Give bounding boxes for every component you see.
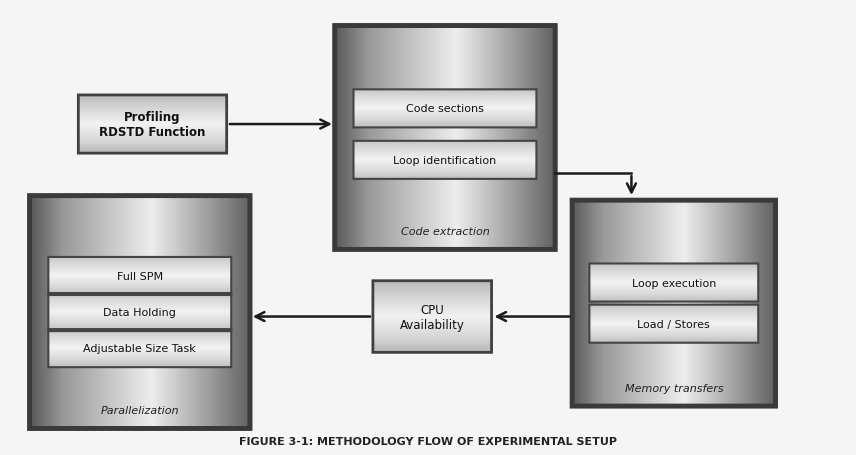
Text: Memory transfers: Memory transfers	[625, 383, 723, 393]
Text: CPU
Availability: CPU Availability	[400, 303, 465, 331]
Text: FIGURE 3-1: METHODOLOGY FLOW OF EXPERIMENTAL SETUP: FIGURE 3-1: METHODOLOGY FLOW OF EXPERIME…	[239, 436, 617, 446]
Text: Code extraction: Code extraction	[401, 227, 490, 237]
Text: Full SPM: Full SPM	[116, 271, 163, 281]
Text: Loop execution: Loop execution	[632, 278, 716, 288]
Text: Data Holding: Data Holding	[104, 308, 176, 317]
Text: Loop identification: Loop identification	[393, 156, 496, 166]
Text: Parallelization: Parallelization	[100, 405, 179, 415]
Text: Load / Stores: Load / Stores	[638, 319, 710, 329]
Text: Adjustable Size Task: Adjustable Size Task	[83, 344, 196, 354]
Text: Code sections: Code sections	[406, 104, 484, 114]
Text: Profiling
RDSTD Function: Profiling RDSTD Function	[99, 111, 205, 139]
